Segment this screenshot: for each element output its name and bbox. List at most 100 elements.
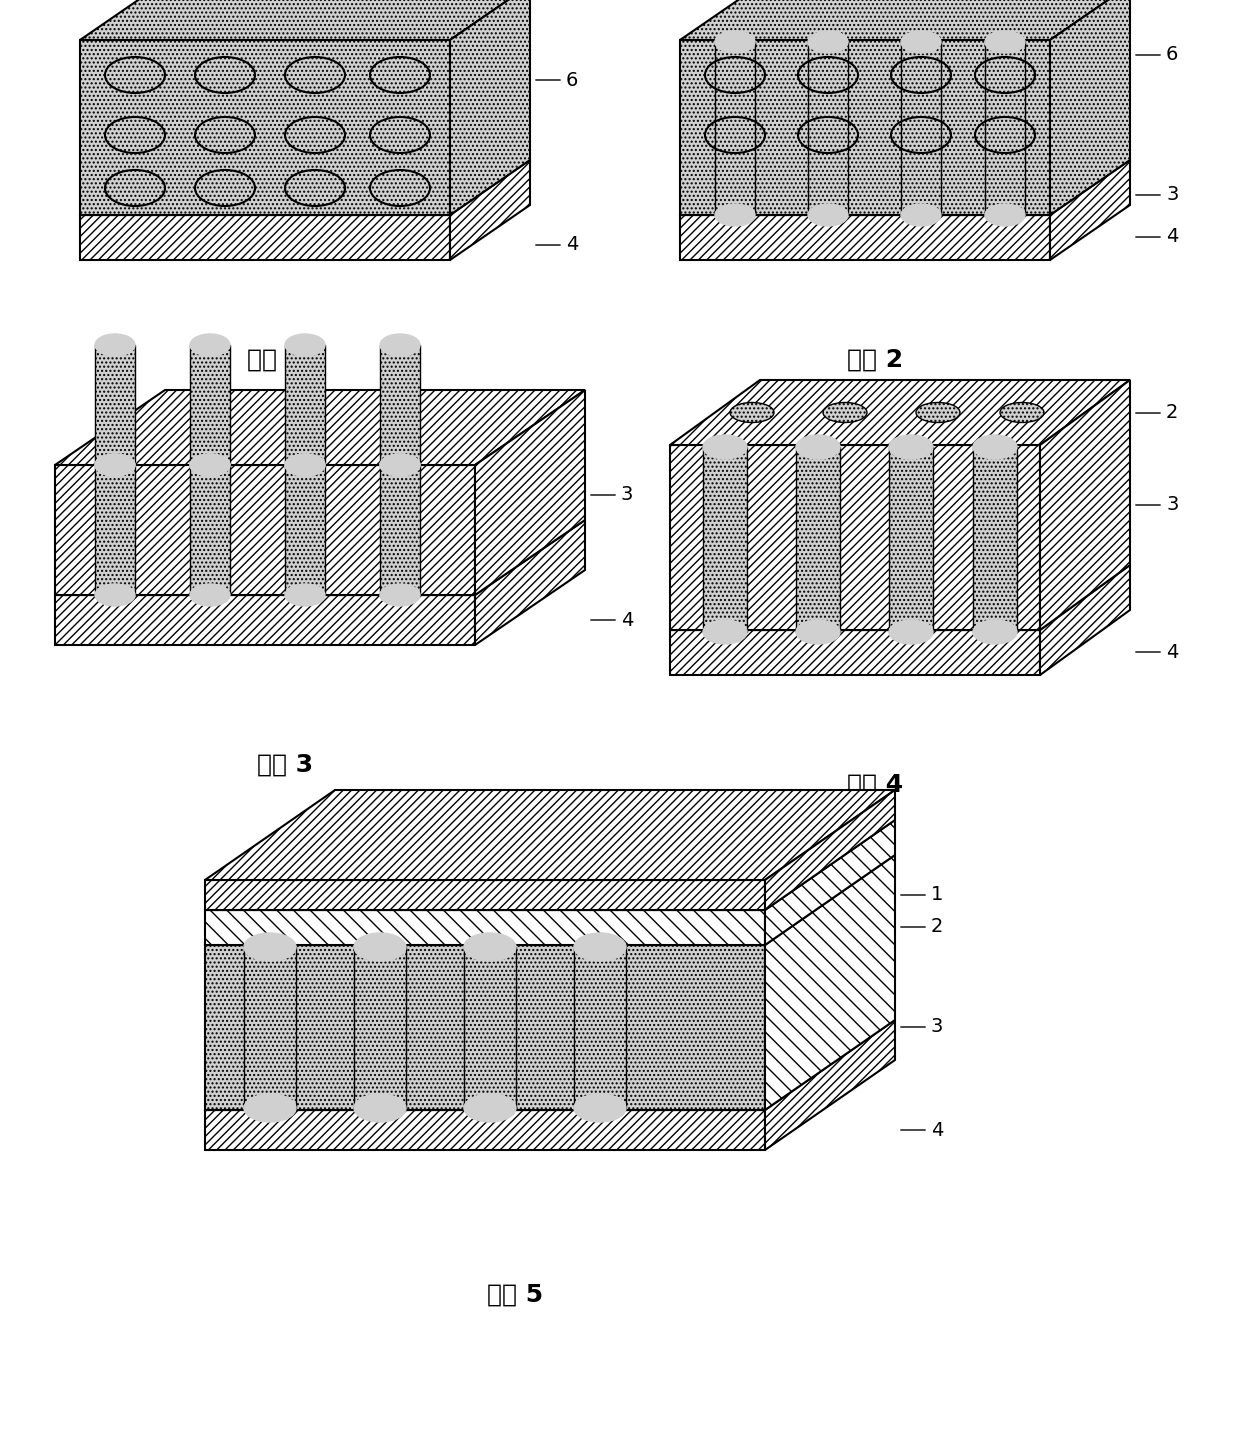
- Polygon shape: [680, 159, 1130, 215]
- Ellipse shape: [889, 435, 932, 460]
- Polygon shape: [985, 42, 1025, 215]
- Polygon shape: [889, 447, 932, 632]
- Polygon shape: [450, 159, 529, 260]
- Polygon shape: [1050, 0, 1130, 215]
- Polygon shape: [190, 465, 229, 595]
- Polygon shape: [205, 1110, 765, 1150]
- Text: 3: 3: [621, 485, 634, 504]
- Text: 6: 6: [1166, 46, 1178, 65]
- Ellipse shape: [973, 620, 1017, 643]
- Polygon shape: [95, 345, 135, 465]
- Ellipse shape: [999, 402, 1044, 422]
- Polygon shape: [703, 447, 746, 632]
- Ellipse shape: [244, 933, 296, 961]
- Ellipse shape: [574, 933, 626, 961]
- Ellipse shape: [823, 402, 867, 422]
- Text: 1: 1: [931, 886, 944, 905]
- Polygon shape: [450, 0, 529, 215]
- Polygon shape: [353, 946, 405, 1109]
- Polygon shape: [765, 790, 895, 910]
- Ellipse shape: [796, 620, 839, 643]
- Polygon shape: [680, 40, 1050, 215]
- Ellipse shape: [916, 402, 960, 422]
- Ellipse shape: [796, 435, 839, 460]
- Polygon shape: [285, 465, 325, 595]
- Polygon shape: [55, 465, 475, 595]
- Polygon shape: [765, 854, 895, 1110]
- Ellipse shape: [901, 204, 941, 225]
- Polygon shape: [55, 595, 475, 645]
- Polygon shape: [973, 447, 1017, 632]
- Ellipse shape: [285, 584, 325, 606]
- Polygon shape: [379, 465, 420, 595]
- Polygon shape: [205, 880, 765, 910]
- Text: 4: 4: [1166, 642, 1178, 662]
- Ellipse shape: [353, 1094, 405, 1122]
- Text: 2: 2: [931, 918, 944, 936]
- Polygon shape: [808, 42, 848, 215]
- Text: 步骤 4: 步骤 4: [847, 773, 903, 797]
- Ellipse shape: [464, 1094, 516, 1122]
- Polygon shape: [205, 910, 765, 945]
- Ellipse shape: [985, 32, 1025, 53]
- Polygon shape: [81, 40, 450, 215]
- Ellipse shape: [464, 933, 516, 961]
- Polygon shape: [680, 0, 1130, 40]
- Polygon shape: [205, 854, 895, 945]
- Ellipse shape: [730, 402, 774, 422]
- Ellipse shape: [574, 1094, 626, 1122]
- Polygon shape: [765, 820, 895, 945]
- Polygon shape: [205, 945, 765, 1110]
- Polygon shape: [715, 42, 755, 215]
- Ellipse shape: [95, 454, 135, 475]
- Ellipse shape: [901, 32, 941, 53]
- Text: 步骤 3: 步骤 3: [257, 752, 312, 777]
- Ellipse shape: [703, 435, 746, 460]
- Polygon shape: [379, 345, 420, 465]
- Text: 3: 3: [931, 1018, 944, 1037]
- Polygon shape: [55, 391, 585, 465]
- Text: 3: 3: [1166, 185, 1178, 204]
- Polygon shape: [670, 381, 1130, 445]
- Polygon shape: [81, 0, 529, 40]
- Polygon shape: [765, 1020, 895, 1150]
- Polygon shape: [205, 1020, 895, 1110]
- Text: 步骤 1: 步骤 1: [247, 348, 303, 372]
- Polygon shape: [205, 790, 895, 880]
- Polygon shape: [55, 520, 585, 595]
- Ellipse shape: [95, 335, 135, 356]
- Polygon shape: [190, 345, 229, 465]
- Text: 4: 4: [1166, 227, 1178, 247]
- Polygon shape: [464, 946, 516, 1109]
- Text: 3: 3: [1166, 495, 1178, 514]
- Text: 2: 2: [1166, 404, 1178, 422]
- Polygon shape: [81, 215, 450, 260]
- Ellipse shape: [379, 335, 420, 356]
- Ellipse shape: [808, 204, 848, 225]
- Ellipse shape: [379, 584, 420, 606]
- Ellipse shape: [889, 620, 932, 643]
- Polygon shape: [1050, 159, 1130, 260]
- Ellipse shape: [190, 335, 229, 356]
- Polygon shape: [574, 946, 626, 1109]
- Text: 6: 6: [565, 70, 578, 89]
- Text: 步骤 5: 步骤 5: [487, 1282, 543, 1307]
- Ellipse shape: [190, 454, 229, 475]
- Polygon shape: [901, 42, 941, 215]
- Polygon shape: [1040, 564, 1130, 675]
- Polygon shape: [670, 564, 1130, 630]
- Text: 4: 4: [621, 610, 634, 629]
- Polygon shape: [680, 215, 1050, 260]
- Text: 步骤 2: 步骤 2: [847, 348, 903, 372]
- Ellipse shape: [703, 620, 746, 643]
- Polygon shape: [670, 630, 1040, 675]
- Ellipse shape: [190, 584, 229, 606]
- Ellipse shape: [715, 204, 755, 225]
- Polygon shape: [796, 447, 839, 632]
- Ellipse shape: [95, 584, 135, 606]
- Polygon shape: [95, 465, 135, 595]
- Polygon shape: [670, 445, 1040, 630]
- Ellipse shape: [379, 454, 420, 475]
- Ellipse shape: [244, 1094, 296, 1122]
- Polygon shape: [475, 520, 585, 645]
